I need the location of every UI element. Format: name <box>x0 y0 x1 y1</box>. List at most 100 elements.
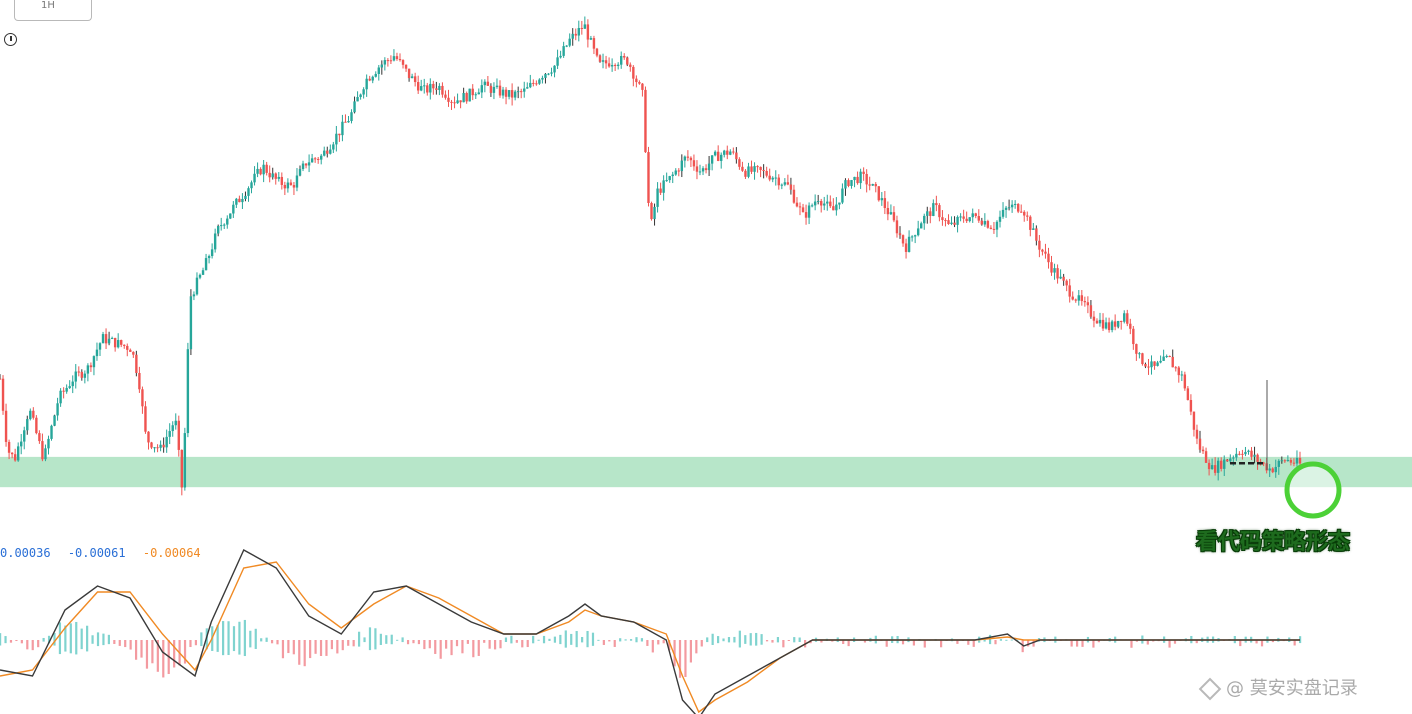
candle-body <box>229 213 232 219</box>
candle-body <box>65 387 68 392</box>
candle-body <box>313 158 317 160</box>
candle-body <box>68 386 71 388</box>
candle-body <box>732 151 735 153</box>
macd-histogram-bar <box>336 640 339 654</box>
candle-body <box>929 211 932 216</box>
candle-body <box>489 85 493 93</box>
candle-body <box>59 390 62 404</box>
macd-histogram-bar <box>999 639 1003 641</box>
macd-histogram-bar <box>749 633 752 646</box>
clock-icon[interactable] <box>4 33 17 46</box>
candle-body <box>26 419 29 431</box>
timeframe-tab[interactable]: 1H <box>14 0 92 21</box>
timeframe-label: 1H <box>41 0 55 11</box>
macd-line <box>0 549 1300 714</box>
macd-histogram-bar <box>47 635 51 644</box>
candle-body <box>750 166 753 172</box>
macd-histogram-bar <box>988 634 992 645</box>
macd-histogram-bar <box>581 637 584 643</box>
candle-body <box>483 81 487 86</box>
macd-histogram-bar <box>406 640 410 645</box>
candle-body <box>271 173 274 178</box>
candle-body <box>35 417 38 434</box>
candle-body <box>595 48 599 56</box>
candle-body <box>920 223 923 229</box>
candle-body <box>289 182 293 186</box>
candle-body <box>677 170 680 172</box>
candle-body <box>1283 460 1287 462</box>
candle-body <box>1129 323 1132 329</box>
candle-body <box>535 83 538 85</box>
candle-body <box>1026 215 1029 217</box>
candle-body <box>495 85 499 87</box>
candle-body <box>504 89 508 97</box>
candle-body <box>213 233 217 250</box>
candle-body <box>374 73 377 77</box>
candle-body <box>532 82 535 84</box>
candle-body <box>1013 203 1017 205</box>
candle-body <box>32 410 35 418</box>
macd-histogram-bar <box>15 640 18 642</box>
candle-body <box>1153 361 1156 366</box>
candle-body <box>416 82 420 91</box>
candle-body <box>538 79 541 84</box>
candle-body <box>216 225 220 234</box>
candle-body <box>695 166 699 172</box>
candle-body <box>432 83 435 89</box>
macd-histogram-bar <box>31 640 34 651</box>
candle-body <box>38 433 41 442</box>
macd-histogram-bar <box>238 621 241 655</box>
macd-histogram-bar <box>700 640 703 647</box>
macd-histogram-bar <box>695 640 698 654</box>
candle-body <box>1241 453 1244 455</box>
candle-body <box>371 76 374 81</box>
candle-body <box>550 72 553 74</box>
macd-histogram-bar <box>760 634 763 645</box>
candle-body <box>977 216 980 221</box>
candle-body <box>210 249 214 257</box>
candles-layer <box>0 16 1302 496</box>
macd-histogram-bar <box>619 638 622 642</box>
macd-histogram-bar <box>548 638 551 641</box>
macd-histogram-bar <box>249 630 252 648</box>
candle-body <box>501 89 505 96</box>
candle-body <box>356 97 359 102</box>
candle-body <box>832 206 835 211</box>
candle-body <box>544 73 547 78</box>
pattern-caption: 看代码策略形态 <box>1196 530 1351 555</box>
candle-body <box>1029 216 1032 230</box>
candle-body <box>53 415 56 426</box>
candle-body <box>338 133 341 136</box>
candle-body <box>1050 262 1053 273</box>
macd-histogram-bar <box>782 640 785 648</box>
candle-body <box>226 218 229 225</box>
candle-body <box>798 206 802 208</box>
macd-histogram-bar <box>744 635 747 644</box>
macd-histogram-bar <box>1075 640 1079 647</box>
candle-body <box>389 60 393 62</box>
candle-body <box>1023 211 1026 216</box>
macd-histogram-bar <box>586 630 589 648</box>
macd-histogram-bar <box>162 640 165 678</box>
candle-body <box>456 100 459 104</box>
macd-histogram-bar <box>145 640 149 669</box>
candle-body <box>104 334 108 344</box>
candle-body <box>838 202 841 205</box>
macd-histogram-bar <box>1168 640 1171 648</box>
macd-histogram-bar <box>347 640 350 646</box>
macd-histogram-bar <box>53 632 56 646</box>
candle-body <box>307 162 311 166</box>
macd-histogram-bar <box>515 640 518 643</box>
candle-body <box>1244 451 1247 455</box>
candle-body <box>965 218 968 222</box>
macd-histogram-bar <box>493 640 497 650</box>
candle-body <box>950 222 953 224</box>
candle-body <box>1123 313 1126 322</box>
macd-histogram-bar <box>640 638 644 642</box>
macd-histogram-bar <box>1092 640 1095 648</box>
macd-histogram-bar <box>80 628 83 650</box>
macd-histogram-bar <box>42 637 45 642</box>
candle-body <box>80 371 84 378</box>
candle-body <box>589 38 593 40</box>
candle-body <box>92 356 96 368</box>
